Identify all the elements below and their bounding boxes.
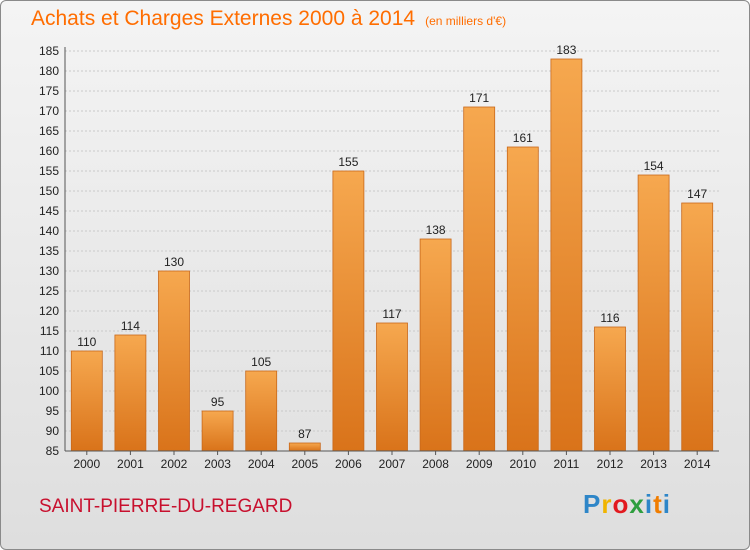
bar-value-label: 114 <box>121 319 140 333</box>
bar-value-label: 87 <box>298 427 312 441</box>
x-tick-label: 2002 <box>161 457 188 471</box>
bar-value-label: 183 <box>556 43 576 57</box>
y-tick-label: 135 <box>39 244 59 258</box>
bar <box>114 334 147 452</box>
y-tick-label: 95 <box>46 404 60 418</box>
y-tick-label: 175 <box>39 84 59 98</box>
x-tick-label: 2000 <box>73 457 100 471</box>
bar <box>550 58 583 452</box>
bar <box>245 370 278 452</box>
y-tick-label: 130 <box>39 264 59 278</box>
bar-value-label: 110 <box>77 335 96 349</box>
axes <box>64 47 719 452</box>
y-axis-ticks: 85 90 95 100 105 110 115 120 125 130 135 140 145 150 1… <box>39 44 59 458</box>
bar <box>288 442 321 452</box>
bar <box>594 326 626 452</box>
y-tick-label: 140 <box>39 224 59 238</box>
y-tick-label: 185 <box>39 44 59 58</box>
chart-title-text: Achats et Charges Externes 2000 à 2014 <box>31 7 416 30</box>
bar-value-label: 117 <box>382 307 401 321</box>
x-axis-ticks: 2000 2001 2002 2003 2004 2005 2006 2007 2008 2009… <box>73 451 711 471</box>
bar-value-label: 116 <box>600 311 619 325</box>
x-tick-label: 2010 <box>509 457 536 471</box>
x-tick-label: 2004 <box>248 457 275 471</box>
x-tick-label: 2014 <box>684 457 711 471</box>
bar <box>201 410 234 452</box>
bar-value-label: 105 <box>251 355 271 369</box>
commune-name: SAINT-PIERRE-DU-REGARD <box>39 496 293 517</box>
y-tick-label: 165 <box>39 124 59 138</box>
bar <box>376 322 408 452</box>
bar <box>332 170 365 452</box>
proxiti-logo: Proxiti <box>583 489 671 519</box>
x-tick-label: 2008 <box>422 457 449 471</box>
y-tick-label: 170 <box>39 104 59 118</box>
y-tick-label: 110 <box>40 344 59 358</box>
x-tick-label: 2011 <box>553 457 579 471</box>
chart-unit: (en milliers d'€) <box>425 14 507 28</box>
bars: 110 114 130 95 105 87 155 117 138 171 161 183 116 154… <box>70 43 714 452</box>
bar-value-label: 130 <box>164 255 184 269</box>
bar <box>506 146 539 452</box>
x-tick-label: 2003 <box>204 457 231 471</box>
y-tick-label: 180 <box>39 64 59 78</box>
bar-value-label: 154 <box>644 159 664 173</box>
x-tick-label: 2013 <box>640 457 667 471</box>
y-tick-label: 85 <box>46 444 60 458</box>
y-tick-label: 120 <box>39 304 59 318</box>
bar-value-label: 95 <box>211 395 225 409</box>
bar <box>463 106 496 452</box>
x-tick-label: 2006 <box>335 457 362 471</box>
bar <box>158 270 190 452</box>
y-tick-label: 145 <box>39 204 59 218</box>
x-tick-label: 2007 <box>379 457 406 471</box>
y-tick-label: 100 <box>39 384 59 398</box>
bar-value-label: 171 <box>469 91 489 105</box>
y-tick-label: 125 <box>39 284 59 298</box>
bar <box>637 174 670 452</box>
x-tick-label: 2012 <box>597 457 624 471</box>
bar <box>419 238 452 452</box>
x-tick-label: 2009 <box>466 457 493 471</box>
y-tick-label: 105 <box>39 364 59 378</box>
y-tick-label: 160 <box>39 144 59 158</box>
x-tick-label: 2001 <box>117 457 144 471</box>
y-tick-label: 155 <box>39 164 59 178</box>
bar-value-label: 147 <box>687 187 707 201</box>
bar <box>70 350 103 452</box>
bar-value-label: 138 <box>426 223 446 237</box>
x-tick-label: 2005 <box>291 457 318 471</box>
bar-value-label: 155 <box>338 155 358 169</box>
bar <box>681 202 714 452</box>
bar-value-label: 161 <box>513 131 533 145</box>
chart-title: Achats et Charges Externes 2000 à 2014 (e… <box>31 7 506 31</box>
y-tick-label: 90 <box>46 424 60 438</box>
y-tick-label: 115 <box>40 324 59 338</box>
y-tick-label: 150 <box>39 184 59 198</box>
